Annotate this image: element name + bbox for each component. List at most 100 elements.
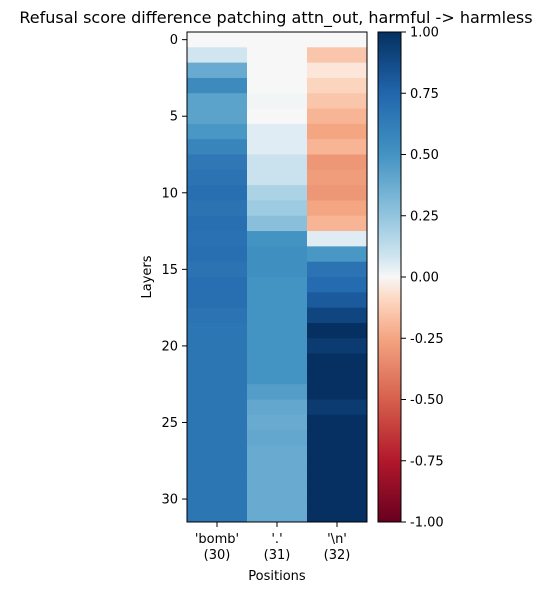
heatmap-cell — [307, 32, 368, 48]
colorbar-axis: 1.00 0.75 0.50 0.25 0.00 -0.25 -0.50 -0.75 -1.00 — [401, 26, 444, 531]
heatmap-cell — [247, 32, 308, 48]
heatmap-cell — [307, 506, 368, 523]
colorbar-tick-label: 0.00 — [410, 271, 439, 286]
y-tick-label: 10 — [161, 186, 178, 201]
heatmap-cell — [187, 32, 248, 48]
heatmap-cell — [307, 185, 368, 201]
colorbar-tick-label: 0.75 — [410, 87, 439, 102]
x-axis: 'bomb'(30) '.'(31) '\n'(32) — [195, 522, 350, 563]
heatmap-cell — [187, 476, 248, 492]
heatmap-cells — [187, 32, 368, 523]
heatmap-cell — [307, 77, 368, 94]
heatmap-cell — [307, 231, 368, 247]
heatmap-cell — [187, 491, 248, 508]
y-axis-label: Layers — [140, 255, 155, 298]
colorbar-tick-label: 0.25 — [410, 209, 439, 224]
heatmap-cell — [307, 215, 368, 232]
heatmap-cell — [247, 322, 308, 339]
heatmap-cell — [187, 139, 248, 155]
heatmap-cell — [247, 414, 308, 431]
y-tick-label: 15 — [161, 263, 178, 278]
y-tick-label: 20 — [161, 339, 178, 354]
heatmap-cell — [247, 200, 308, 217]
heatmap-cell — [247, 368, 308, 385]
heatmap-cell — [247, 169, 308, 186]
colorbar-tick-label: -0.50 — [410, 393, 444, 408]
colorbar-tick-label: 1.00 — [410, 26, 439, 41]
heatmap-cell — [307, 93, 368, 109]
heatmap-cell — [307, 169, 368, 186]
y-tick-label: 30 — [161, 493, 178, 508]
heatmap-cell — [187, 445, 248, 462]
heatmap-cell — [307, 261, 368, 278]
heatmap-cell — [247, 185, 308, 201]
chart-title: Refusal score difference patching attn_o… — [19, 8, 532, 28]
heatmap-cell — [187, 353, 248, 370]
y-tick-label: 0 — [170, 33, 178, 48]
x-tick-label-token: 'bomb' — [195, 532, 239, 547]
heatmap-cell — [187, 399, 248, 416]
heatmap-cell — [187, 261, 248, 278]
heatmap-cell — [307, 307, 368, 324]
heatmap-cell — [187, 47, 248, 64]
x-tick-label-token: '.' — [271, 532, 282, 547]
x-tick-label-token: '\n' — [327, 532, 347, 547]
heatmap-cell — [247, 154, 308, 171]
heatmap-cell — [247, 277, 308, 293]
heatmap-cell — [247, 261, 308, 278]
heatmap-cell — [187, 307, 248, 324]
heatmap-cell — [187, 292, 248, 309]
colorbar — [378, 32, 401, 522]
heatmap-cell — [187, 185, 248, 201]
x-axis-label: Positions — [248, 569, 306, 584]
heatmap-cell — [307, 277, 368, 293]
heatmap-cell — [187, 430, 248, 446]
heatmap-cell — [247, 47, 308, 64]
heatmap-cell — [247, 476, 308, 492]
x-tick-label-index: (30) — [204, 548, 231, 563]
heatmap-cell — [307, 430, 368, 446]
heatmap-cell — [247, 292, 308, 309]
heatmap-cell — [247, 338, 308, 354]
heatmap-cell — [187, 215, 248, 232]
heatmap-cell — [247, 399, 308, 416]
heatmap-cell — [187, 154, 248, 171]
heatmap-cell — [187, 123, 248, 140]
heatmap-cell — [247, 491, 308, 508]
heatmap-cell — [187, 384, 248, 400]
heatmap-cell — [307, 368, 368, 385]
heatmap-cell — [307, 491, 368, 508]
heatmap-cell — [307, 476, 368, 492]
heatmap-cell — [247, 307, 308, 324]
heatmap-cell — [187, 62, 248, 79]
y-axis: 0 5 10 15 20 25 30 — [161, 33, 187, 508]
colorbar-tick-label: 0.50 — [410, 148, 439, 163]
x-tick-label-index: (31) — [264, 548, 291, 563]
heatmap-cell — [307, 123, 368, 140]
y-tick-label: 5 — [170, 110, 178, 125]
heatmap-cell — [187, 460, 248, 477]
heatmap-cell — [307, 414, 368, 431]
heatmap-cell — [247, 139, 308, 155]
heatmap-cell — [187, 93, 248, 109]
heatmap-cell — [247, 460, 308, 477]
heatmap-cell — [307, 460, 368, 477]
heatmap-cell — [307, 154, 368, 171]
heatmap-cell — [307, 108, 368, 125]
heatmap-cell — [307, 399, 368, 416]
heatmap-cell — [247, 93, 308, 109]
heatmap-cell — [187, 414, 248, 431]
heatmap-cell — [247, 445, 308, 462]
heatmap-cell — [247, 108, 308, 125]
colorbar-tick-label: -0.75 — [410, 454, 444, 469]
heatmap-cell — [187, 277, 248, 293]
heatmap-cell — [187, 200, 248, 217]
heatmap-cell — [247, 123, 308, 140]
heatmap-cell — [247, 430, 308, 446]
heatmap-cell — [247, 353, 308, 370]
heatmap-cell — [247, 506, 308, 523]
heatmap-cell — [247, 231, 308, 247]
heatmap-cell — [187, 231, 248, 247]
heatmap-cell — [247, 246, 308, 263]
heatmap-cell — [187, 322, 248, 339]
